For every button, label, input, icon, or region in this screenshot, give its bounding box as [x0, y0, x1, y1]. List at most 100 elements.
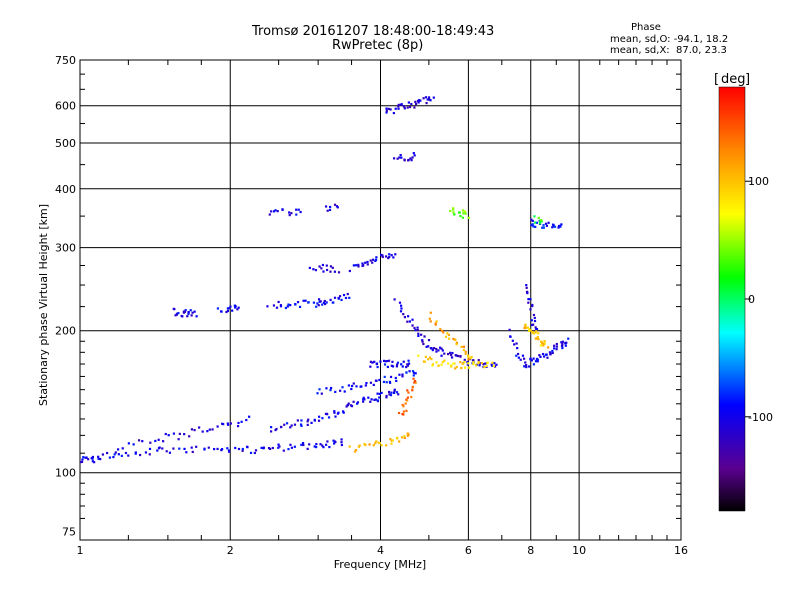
echo-point: [413, 154, 416, 157]
echo-point: [361, 262, 364, 265]
echo-point: [486, 361, 489, 364]
echo-point: [402, 313, 405, 316]
echo-point: [172, 432, 176, 435]
echo-point: [329, 205, 332, 209]
y-tick-label: 200: [55, 325, 76, 338]
echo-point: [334, 440, 337, 444]
echo-point: [459, 361, 462, 364]
echo-point: [427, 96, 431, 99]
echo-point: [177, 311, 180, 315]
echo-point: [302, 299, 305, 302]
echo-point: [363, 398, 366, 401]
echo-point: [427, 358, 430, 361]
echo-point: [364, 443, 367, 447]
echo-point: [121, 447, 124, 450]
echo-point: [387, 256, 390, 260]
echo-point: [296, 419, 299, 422]
echo-point: [416, 326, 419, 329]
echo-point: [407, 159, 410, 162]
y-tick-label: 300: [55, 242, 76, 255]
echo-point: [395, 365, 399, 368]
echo-point: [428, 356, 432, 359]
echo-point: [234, 306, 237, 309]
echo-point: [207, 446, 210, 449]
echo-point: [564, 344, 567, 347]
echo-point: [368, 443, 371, 446]
echo-point: [397, 107, 400, 110]
echo-point: [456, 354, 460, 358]
echo-point: [511, 339, 514, 342]
echo-point: [464, 352, 467, 355]
echo-point: [148, 447, 152, 451]
echo-point: [543, 339, 546, 343]
echo-point: [477, 361, 480, 364]
echo-point: [516, 352, 520, 356]
echo-point: [535, 221, 539, 224]
echo-point: [464, 366, 467, 369]
echo-point: [561, 340, 564, 343]
echo-point: [348, 296, 351, 299]
echo-point: [420, 333, 423, 336]
y-tick-label: 100: [55, 467, 76, 480]
echo-point: [195, 315, 198, 318]
echo-point: [294, 303, 297, 306]
echo-point: [537, 338, 540, 341]
echo-point: [413, 381, 416, 384]
echo-point: [567, 337, 570, 340]
echo-point: [552, 224, 555, 227]
echo-point: [341, 410, 345, 413]
echo-point: [372, 444, 375, 447]
echo-point: [275, 306, 279, 309]
echo-point: [538, 222, 542, 225]
echo-point: [225, 310, 228, 314]
echo-point: [337, 271, 341, 274]
y-tick-label: 750: [55, 54, 76, 67]
echo-point: [411, 370, 415, 373]
echo-point: [401, 375, 404, 378]
echo-point: [362, 396, 365, 399]
echo-point: [321, 444, 324, 447]
echo-point: [290, 446, 293, 449]
echo-point: [553, 344, 556, 347]
echo-point: [381, 255, 384, 259]
echo-point: [429, 320, 432, 323]
echo-point: [371, 361, 374, 364]
echo-point: [435, 361, 438, 364]
echo-point: [463, 360, 466, 363]
echo-point: [525, 326, 528, 329]
echo-point: [433, 347, 436, 350]
echo-point: [549, 353, 552, 356]
echo-point: [469, 357, 472, 360]
echo-point: [447, 362, 450, 365]
echo-point: [138, 453, 142, 457]
echo-point: [406, 364, 410, 367]
echo-point: [565, 341, 568, 344]
echo-point: [390, 391, 393, 394]
echo-point: [181, 315, 184, 318]
echo-point: [527, 301, 530, 304]
echo-point: [237, 306, 240, 309]
echo-point: [440, 363, 443, 366]
echo-point: [442, 331, 445, 334]
echo-point: [332, 439, 335, 442]
echo-point: [386, 365, 389, 369]
echo-point: [532, 323, 535, 326]
echo-point: [399, 310, 403, 313]
echo-point: [408, 320, 411, 323]
echo-point: [313, 419, 316, 422]
echo-point: [385, 394, 388, 398]
echo-point: [342, 411, 345, 414]
echo-point: [434, 323, 437, 326]
echo-point: [446, 332, 449, 335]
echo-point: [366, 263, 369, 266]
echo-point: [310, 421, 313, 424]
echo-point: [113, 453, 116, 456]
echo-point: [425, 345, 428, 348]
echo-point: [534, 225, 537, 229]
echo-point: [229, 305, 232, 308]
echo-point: [475, 364, 478, 367]
echo-point: [390, 439, 393, 442]
echo-point: [249, 451, 253, 455]
echo-point: [241, 447, 244, 451]
echo-point: [343, 390, 346, 393]
